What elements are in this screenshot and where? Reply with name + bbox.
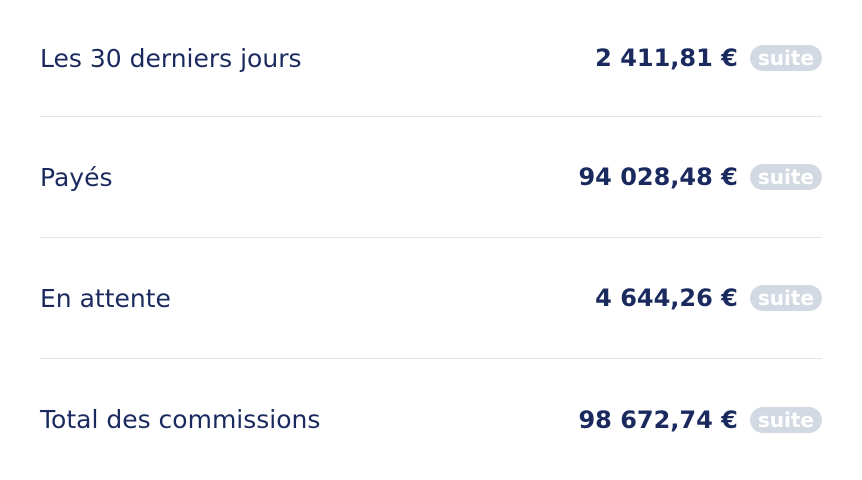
row-label: Les 30 derniers jours	[40, 43, 302, 73]
summary-row: En attente 4 644,26 € suite	[40, 238, 822, 359]
row-label: En attente	[40, 283, 171, 313]
more-link[interactable]: suite	[749, 406, 822, 433]
summary-row: Payés 94 028,48 € suite	[40, 117, 822, 238]
row-label: Payés	[40, 162, 113, 192]
amount: 94 028,48 €	[578, 163, 738, 191]
row-value: 98 672,74 € suite	[578, 406, 822, 434]
amount: 4 644,26 €	[595, 284, 738, 312]
page: {"rows": [ {"label": "Les 30 derniers jo…	[40, 43, 822, 434]
row-value: 94 028,48 € suite	[578, 163, 822, 191]
more-link[interactable]: suite	[749, 285, 822, 311]
amount: 2 411,81 €	[595, 44, 738, 72]
row-value: 4 644,26 € suite	[595, 284, 822, 312]
amount: 98 672,74 €	[578, 405, 738, 434]
summary-list: Les 30 derniers jours 2 411,81 € suite Payé…	[40, 0, 822, 480]
summary-row: Total des commissions 98 672,74 € suite	[40, 359, 822, 480]
row-value: 2 411,81 € suite	[595, 44, 822, 72]
summary-row: Les 30 derniers jours 2 411,81 € suite	[40, 0, 822, 117]
more-link[interactable]: suite	[749, 164, 822, 190]
more-link[interactable]: suite	[749, 45, 822, 71]
row-label: Total des commissions	[40, 405, 321, 434]
